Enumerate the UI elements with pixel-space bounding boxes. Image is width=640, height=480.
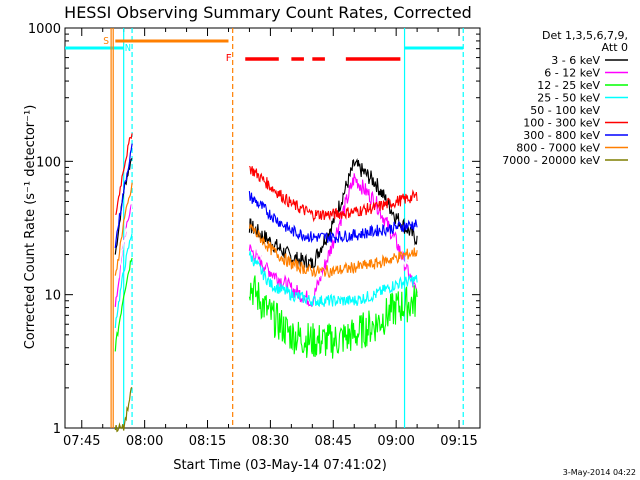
- series-pre-segment: [114, 143, 133, 249]
- x-tick-label: 09:15: [440, 434, 477, 449]
- series-line: [248, 165, 418, 223]
- plot-frame: [64, 27, 481, 429]
- series-pre-segment: [114, 257, 133, 352]
- y-axis-label: Corrected Count Rate (s⁻¹ detector⁻¹): [23, 105, 38, 350]
- y-tick-label: 10: [44, 289, 61, 304]
- legend-entry-label: 25 - 50 keV: [537, 92, 600, 105]
- legend-header-detectors: Det 1,3,5,6,7,9,: [542, 29, 628, 42]
- x-tick-label: 08:15: [189, 434, 226, 449]
- series-800-7000-kev: [114, 182, 418, 278]
- x-axis-label: Start Time (03-May-14 07:41:02): [173, 458, 387, 473]
- legend-entry-label: 800 - 7000 keV: [516, 142, 600, 155]
- series-line: [248, 157, 418, 273]
- series-pre-segment: [115, 133, 133, 215]
- legend-entry-label: 12 - 25 keV: [537, 79, 600, 92]
- chart-marks: 1 10 100 1000 07:45 08:00 08:15 08:30 08:45 09:00…: [28, 22, 628, 449]
- x-tick-label: 08:45: [315, 434, 352, 449]
- legend-entry-label: 300 - 800 keV: [523, 129, 600, 142]
- legend-entry-label: 3 - 6 keV: [551, 54, 600, 67]
- legend-entry-label: 50 - 100 keV: [530, 104, 600, 117]
- series-pre-segment: [114, 233, 133, 329]
- series-7000-20000-kev: [114, 386, 133, 433]
- y-tick-label: 1: [53, 422, 61, 437]
- series-pre-segment: [114, 203, 133, 296]
- x-tick-label: 07:45: [63, 434, 100, 449]
- legend-header-attenuator: Att 0: [602, 41, 628, 54]
- series-300-800-kev: [114, 143, 418, 249]
- y-tick-label: 1000: [28, 22, 61, 37]
- legend-entry-label: 6 - 12 keV: [544, 67, 600, 80]
- legend-entry-label: 7000 - 20000 keV: [502, 154, 600, 167]
- legend-entry-label: 100 - 300 keV: [523, 117, 600, 130]
- flag-label-s: S: [103, 36, 109, 47]
- series-25-50-kev: [114, 233, 418, 329]
- series-6-12-kev: [114, 173, 418, 307]
- plot-timestamp: 3-May-2014 04:22: [563, 468, 636, 477]
- series-line: [248, 275, 418, 359]
- flag-label-f: F: [226, 53, 232, 64]
- flag-label-n: N: [125, 43, 131, 54]
- series-line: [248, 191, 418, 244]
- series-line: [248, 250, 418, 308]
- series-pre-segment: [114, 182, 133, 276]
- chart-title: HESSI Observing Summary Count Rates, Cor…: [64, 3, 472, 22]
- x-tick-label: 09:00: [377, 434, 414, 449]
- series-line: [248, 222, 418, 278]
- x-tick-label: 08:00: [126, 434, 163, 449]
- series-12-25-kev: [114, 257, 418, 359]
- series-pre-segment: [114, 386, 133, 433]
- y-tick-label: 100: [36, 155, 61, 170]
- series-3-6-kev: [114, 157, 418, 273]
- series-100-300-kev: [115, 133, 418, 223]
- x-tick-label: 08:30: [252, 434, 289, 449]
